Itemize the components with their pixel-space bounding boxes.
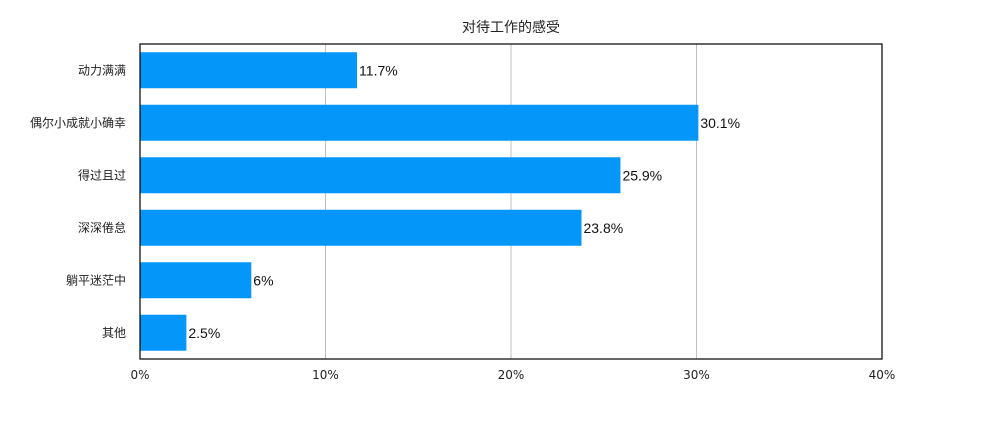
x-tick-label: 20%	[498, 368, 525, 382]
bar	[140, 314, 187, 351]
x-tick-label: 30%	[683, 368, 710, 382]
x-tick-label: 40%	[869, 368, 896, 382]
category-label: 动力满满	[78, 63, 126, 77]
data-label: 2.5%	[188, 325, 220, 341]
category-label: 其他	[102, 326, 126, 340]
category-label: 躺平迷茫中	[66, 272, 126, 287]
data-label: 25.9%	[622, 167, 662, 183]
x-tick-label: 10%	[312, 368, 339, 382]
data-label: 6%	[253, 272, 273, 288]
plot-frame	[139, 43, 883, 360]
category-label: 偶尔小成就小确幸	[30, 115, 126, 130]
data-label: 23.8%	[583, 220, 623, 236]
grid-layer	[325, 44, 697, 359]
data-label: 11.7%	[359, 62, 398, 78]
bar	[140, 157, 621, 194]
chart-title: 对待工作的感受	[462, 19, 560, 36]
category-label: 深深倦怠	[78, 221, 126, 235]
bar	[140, 209, 582, 246]
bar	[140, 104, 699, 141]
bar	[140, 52, 358, 89]
bar	[140, 262, 252, 299]
data-label: 30.1%	[700, 115, 740, 131]
labels-layer: 0% 10% 20% 30% 40% 动力满满 11.7% 偶尔小成就小确幸 30.1% 得过且过…	[30, 62, 895, 382]
x-tick-label: 0%	[130, 368, 149, 382]
category-label: 得过且过	[78, 167, 126, 182]
bars-layer	[140, 52, 699, 351]
